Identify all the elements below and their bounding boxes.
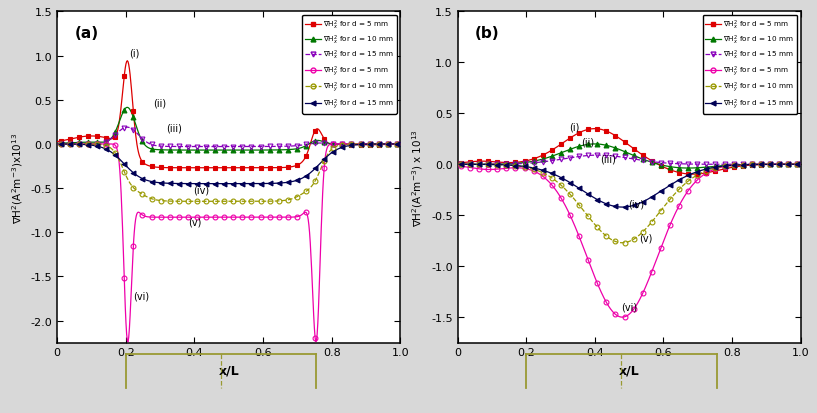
- Legend: $\nabla$H$_x^2$ for d = 5 mm, $\nabla$H$_x^2$ for d = 10 mm, $\nabla$H$_x^2$ for: $\nabla$H$_x^2$ for d = 5 mm, $\nabla$H$…: [703, 16, 797, 114]
- X-axis label: x/L: x/L: [218, 363, 239, 376]
- Y-axis label: $\nabla$H$^2$(A$^2$m$^{-3}$)x10$^{13}$: $\nabla$H$^2$(A$^2$m$^{-3}$)x10$^{13}$: [11, 132, 25, 223]
- Text: (iv): (iv): [628, 199, 644, 209]
- Text: (v): (v): [640, 233, 653, 243]
- Text: (i): (i): [129, 49, 140, 59]
- Text: (v): (v): [188, 217, 201, 227]
- Text: (iii): (iii): [600, 154, 617, 164]
- Text: (ii): (ii): [154, 98, 167, 108]
- Text: (vi): (vi): [621, 302, 637, 312]
- Text: (a): (a): [74, 26, 99, 40]
- Text: (iii): (iii): [166, 123, 182, 133]
- Legend: $\nabla$H$_x^2$ for d = 5 mm, $\nabla$H$_x^2$ for d = 10 mm, $\nabla$H$_x^2$ for: $\nabla$H$_x^2$ for d = 5 mm, $\nabla$H$…: [302, 16, 397, 114]
- Text: (vi): (vi): [133, 291, 150, 301]
- Text: (iv): (iv): [194, 185, 209, 195]
- Text: (b): (b): [475, 26, 499, 40]
- Text: (i): (i): [569, 122, 579, 132]
- Y-axis label: $\nabla$H$^2$(A$^2$m$^{-3}$) x 10$^{13}$: $\nabla$H$^2$(A$^2$m$^{-3}$) x 10$^{13}$: [411, 129, 426, 226]
- X-axis label: x/L: x/L: [618, 363, 640, 376]
- Text: (ii): (ii): [582, 138, 595, 147]
